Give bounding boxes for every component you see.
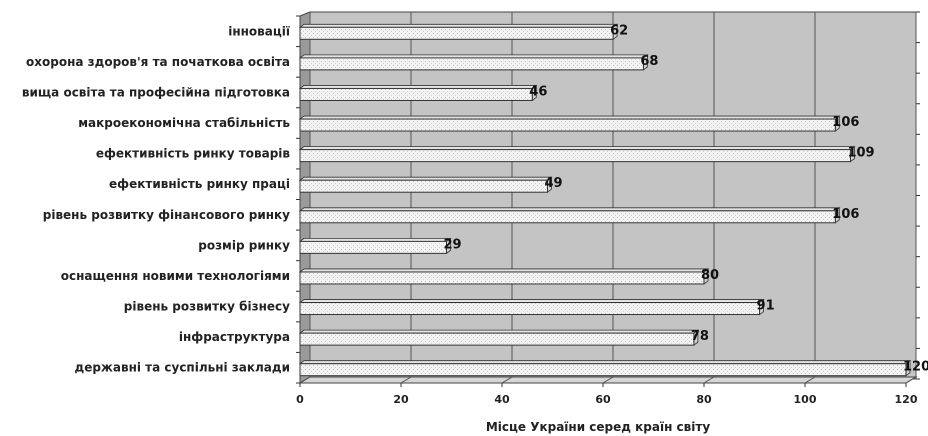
x-tick-label: 0 <box>296 393 304 406</box>
category-label: рівень розвитку бізнесу <box>124 300 290 314</box>
category-label: рівень розвитку фінансового ринку <box>43 208 290 222</box>
gridline-floor <box>602 376 614 384</box>
data-label: 80 <box>701 268 719 283</box>
category-label: макроекономічна стабільність <box>78 116 290 130</box>
bar <box>298 54 649 71</box>
category-label: інфраструктура <box>179 330 290 344</box>
data-label: 46 <box>529 84 547 99</box>
x-tick-label: 100 <box>794 393 817 406</box>
x-axis-label: Місце України серед країн світу <box>486 420 710 434</box>
gridline-floor <box>905 376 917 384</box>
x-axis-ticks: 0 20 40 60 80 100 120 <box>296 393 918 406</box>
bars <box>298 23 912 377</box>
gridlines <box>296 11 920 387</box>
gridline-floor <box>804 376 816 384</box>
category-label: оснащення новими технологіями <box>61 269 290 283</box>
category-label: ефективність ринку товарів <box>96 147 291 161</box>
category-labels: інновації охорона здоров'я та початкова о… <box>22 24 290 374</box>
x-tick-label: 40 <box>494 393 510 406</box>
gridline-floor <box>703 376 715 384</box>
bar <box>298 145 856 163</box>
data-label: 120 <box>903 360 928 375</box>
data-label: 109 <box>847 146 874 161</box>
x-tick-label: 80 <box>696 393 712 406</box>
data-label: 91 <box>757 299 775 314</box>
x-tick-label: 120 <box>895 393 918 406</box>
bar <box>298 115 841 132</box>
data-label: 106 <box>832 207 859 222</box>
gridline-floor <box>400 376 412 384</box>
x-tick-label: 20 <box>393 393 409 406</box>
data-label: 49 <box>544 176 562 191</box>
bar <box>298 23 619 41</box>
data-label: 62 <box>610 23 628 38</box>
category-label: ефективність ринку праці <box>109 177 290 191</box>
bar <box>298 298 765 316</box>
data-labels: 62 68 46 106 109 49 106 29 80 91 78 120 <box>443 23 928 374</box>
bar <box>298 329 700 346</box>
data-label: 68 <box>640 54 658 69</box>
data-label: 78 <box>691 329 709 344</box>
bar <box>298 359 912 377</box>
gridline-floor <box>299 376 311 384</box>
category-label: розмір ринку <box>198 238 290 252</box>
x-tick-label: 60 <box>595 393 611 406</box>
category-label: державні та суспільні заклади <box>75 361 290 375</box>
bar <box>298 206 841 224</box>
category-label: охорона здоров'я та початкова освіта <box>26 55 290 69</box>
bar <box>298 84 538 102</box>
data-label: 106 <box>832 115 859 130</box>
bar <box>298 237 452 255</box>
bar <box>298 176 553 194</box>
data-label: 29 <box>443 237 461 252</box>
category-label: вища освіта та професійна підготовка <box>22 85 290 99</box>
category-label: інновації <box>228 24 290 38</box>
gridline-floor <box>501 376 513 384</box>
bar <box>298 268 710 285</box>
